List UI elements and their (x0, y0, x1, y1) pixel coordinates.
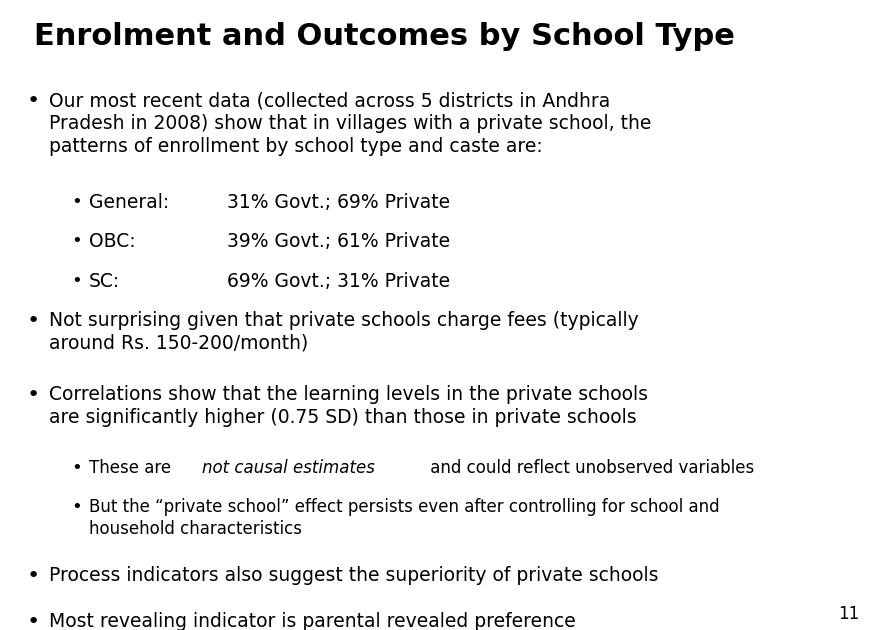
Text: OBC:: OBC: (89, 232, 135, 251)
Text: But the “private school” effect persists even after controlling for school and
h: But the “private school” effect persists… (89, 498, 720, 538)
Text: and could reflect unobserved variables: and could reflect unobserved variables (425, 459, 754, 478)
Text: General:: General: (89, 193, 169, 212)
Text: Not surprising given that private schools charge fees (typically
around Rs. 150-: Not surprising given that private school… (49, 311, 639, 352)
Text: •: • (71, 193, 82, 212)
Text: Process indicators also suggest the superiority of private schools: Process indicators also suggest the supe… (49, 566, 658, 585)
Text: •: • (27, 311, 40, 331)
Text: •: • (71, 232, 82, 251)
Text: 31% Govt.; 69% Private: 31% Govt.; 69% Private (227, 193, 450, 212)
Text: •: • (71, 498, 82, 517)
Text: •: • (27, 91, 40, 112)
Text: Correlations show that the learning levels in the private schools
are significan: Correlations show that the learning leve… (49, 385, 648, 427)
Text: •: • (27, 612, 40, 630)
Text: •: • (27, 385, 40, 405)
Text: •: • (27, 566, 40, 587)
Text: 69% Govt.; 31% Private: 69% Govt.; 31% Private (227, 272, 450, 290)
Text: not causal estimates: not causal estimates (202, 459, 375, 478)
Text: Our most recent data (collected across 5 districts in Andhra
Pradesh in 2008) sh: Our most recent data (collected across 5… (49, 91, 651, 156)
Text: Most revealing indicator is parental revealed preference: Most revealing indicator is parental rev… (49, 612, 576, 630)
Text: •: • (71, 459, 82, 478)
Text: Enrolment and Outcomes by School Type: Enrolment and Outcomes by School Type (34, 22, 735, 51)
Text: These are: These are (89, 459, 176, 478)
Text: 11: 11 (838, 605, 860, 623)
Text: SC:: SC: (89, 272, 120, 290)
Text: •: • (71, 272, 82, 290)
Text: 39% Govt.; 61% Private: 39% Govt.; 61% Private (227, 232, 450, 251)
